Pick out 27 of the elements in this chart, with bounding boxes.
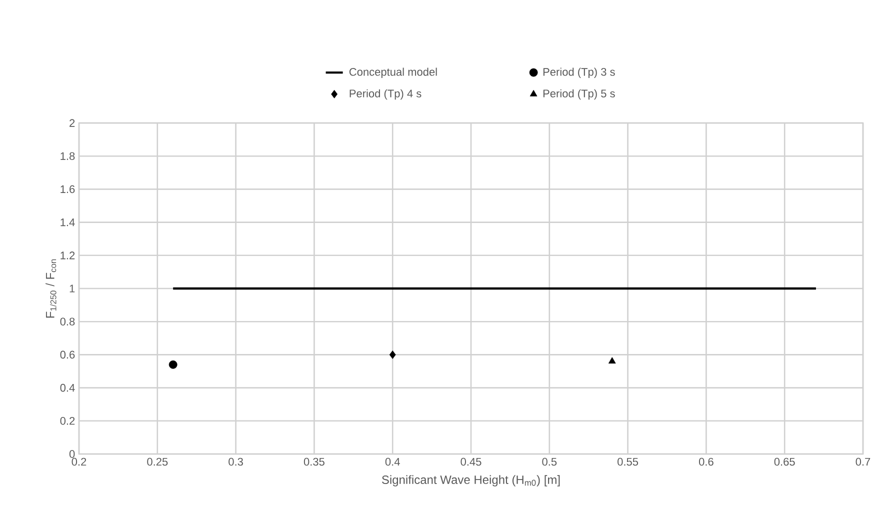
x-tick-label: 0.5 — [542, 458, 557, 466]
y-tick-label: 1.2 — [60, 252, 75, 260]
y-tick-label: 1.6 — [60, 185, 75, 194]
x-tick-label: 0.65 — [774, 458, 795, 466]
legend-label: Period (Tp) 4 s — [350, 89, 422, 100]
x-tick-label: 0.7 — [856, 458, 870, 466]
x-tick-label: 0.45 — [460, 458, 482, 466]
y-tick-label: 0.6 — [60, 350, 75, 359]
y-tick-label: 0.8 — [60, 318, 75, 326]
x-tick-label: 0.25 — [147, 458, 168, 466]
y-tick-label: 1.8 — [60, 152, 75, 160]
y-tick-label: 2 — [70, 119, 75, 127]
legend-label: Period (Tp) 5 s — [543, 89, 615, 100]
y-tick-label: 1.4 — [60, 218, 75, 226]
y-tick-label: 0 — [69, 450, 75, 458]
x-tick-label: 0.35 — [304, 458, 324, 466]
x-axis-title: Significant Wave Height (H$_{m0}$) [m] — [382, 475, 560, 486]
legend-label: Period (Tp) 3 s — [543, 68, 615, 78]
x-tick-label: 0.6 — [698, 458, 714, 466]
y-tick-label: 1 — [70, 284, 75, 292]
x-tick-label: 0.55 — [618, 458, 638, 466]
x-tick-label: 0.4 — [385, 458, 400, 466]
y-axis-title: F$_{1/250}$ / F$_{con}$ — [46, 259, 56, 318]
legend-label: Conceptual model — [349, 68, 437, 78]
y-tick-label: 0.4 — [60, 384, 75, 392]
y-tick-label: 0.2 — [60, 417, 75, 425]
x-tick-label: 0.3 — [228, 458, 243, 466]
